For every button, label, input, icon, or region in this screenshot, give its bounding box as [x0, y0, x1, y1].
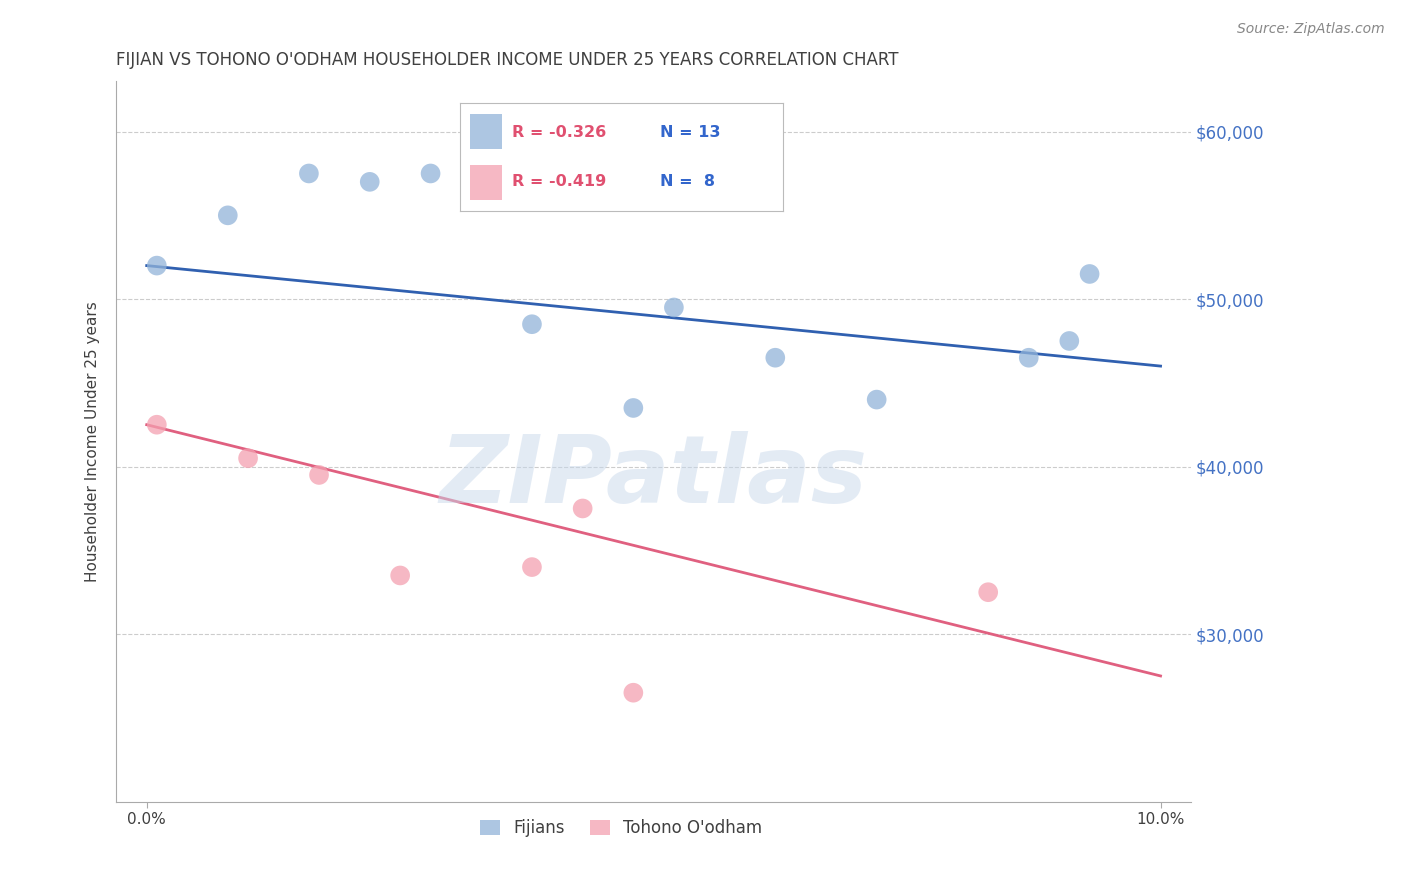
Text: Source: ZipAtlas.com: Source: ZipAtlas.com	[1237, 22, 1385, 37]
Point	[217, 208, 239, 222]
Point	[1018, 351, 1040, 365]
Text: FIJIAN VS TOHONO O'ODHAM HOUSEHOLDER INCOME UNDER 25 YEARS CORRELATION CHART: FIJIAN VS TOHONO O'ODHAM HOUSEHOLDER INC…	[117, 51, 898, 69]
Point	[866, 392, 889, 407]
Point	[1078, 267, 1101, 281]
Point	[977, 585, 1000, 599]
Point	[236, 451, 259, 466]
Point	[308, 467, 330, 482]
Point	[520, 317, 543, 331]
Point	[621, 401, 644, 415]
Point	[571, 501, 593, 516]
Point	[389, 568, 412, 582]
Point	[359, 175, 381, 189]
Text: ZIPatlas: ZIPatlas	[440, 432, 868, 524]
Point	[298, 166, 321, 180]
Point	[146, 259, 169, 273]
Point	[146, 417, 169, 432]
Point	[662, 301, 685, 315]
Point	[621, 686, 644, 700]
Y-axis label: Householder Income Under 25 years: Householder Income Under 25 years	[86, 301, 100, 582]
Point	[1059, 334, 1081, 348]
Point	[419, 166, 441, 180]
Point	[520, 560, 543, 574]
Point	[763, 351, 786, 365]
Legend: Fijians, Tohono O'odham: Fijians, Tohono O'odham	[474, 813, 769, 844]
